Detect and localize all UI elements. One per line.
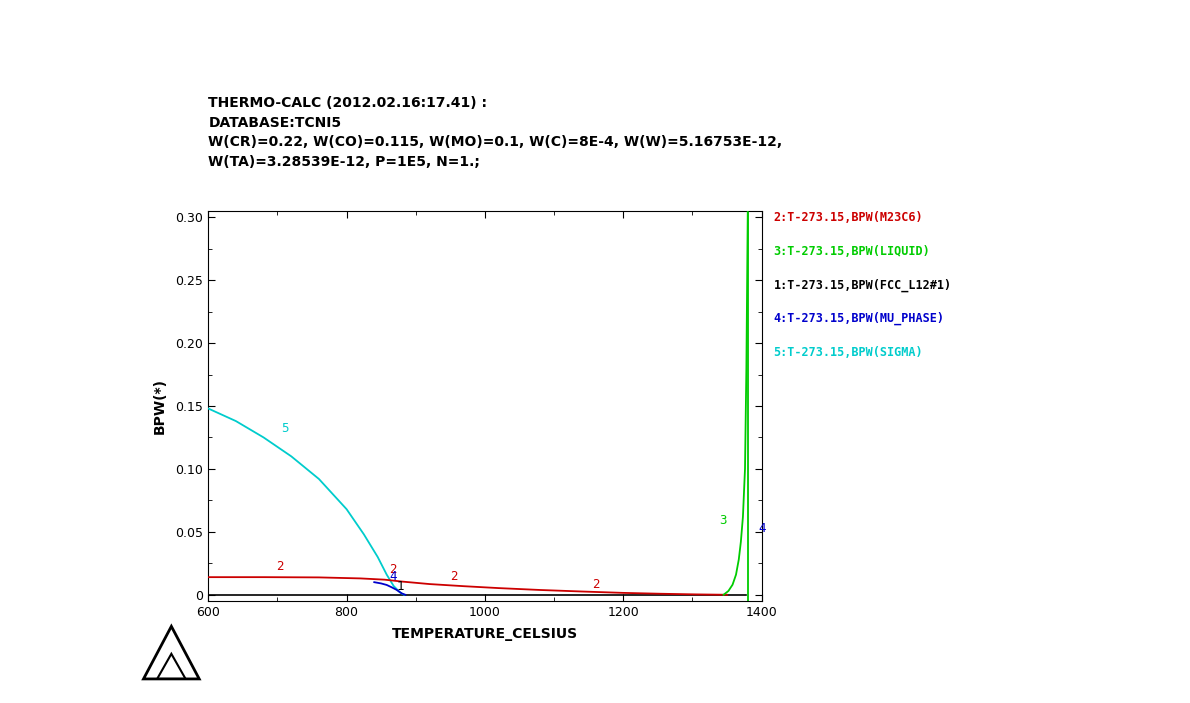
Y-axis label: BPW(*): BPW(*) xyxy=(154,378,167,434)
Text: 1:T-273.15,BPW(FCC_L12#1): 1:T-273.15,BPW(FCC_L12#1) xyxy=(774,278,952,292)
Text: 2: 2 xyxy=(276,560,283,573)
Text: 3: 3 xyxy=(719,515,726,527)
Text: 5:T-273.15,BPW(SIGMA): 5:T-273.15,BPW(SIGMA) xyxy=(774,346,923,359)
Text: 4:T-273.15,BPW(MU_PHASE): 4:T-273.15,BPW(MU_PHASE) xyxy=(774,312,945,325)
Text: 1: 1 xyxy=(396,580,403,593)
Text: 2: 2 xyxy=(389,563,397,576)
Text: 5: 5 xyxy=(281,423,288,435)
Text: 4: 4 xyxy=(758,522,765,535)
Text: 2: 2 xyxy=(593,578,600,591)
Text: 2: 2 xyxy=(450,569,458,583)
Text: 3:T-273.15,BPW(LIQUID): 3:T-273.15,BPW(LIQUID) xyxy=(774,245,931,257)
X-axis label: TEMPERATURE_CELSIUS: TEMPERATURE_CELSIUS xyxy=(392,627,578,641)
Text: 2:T-273.15,BPW(M23C6): 2:T-273.15,BPW(M23C6) xyxy=(774,211,923,224)
Text: THERMO-CALC (2012.02.16:17.41) :
DATABASE:TCNI5
W(CR)=0.22, W(CO)=0.115, W(MO)=0: THERMO-CALC (2012.02.16:17.41) : DATABAS… xyxy=(208,96,782,169)
Text: 4: 4 xyxy=(389,570,397,583)
